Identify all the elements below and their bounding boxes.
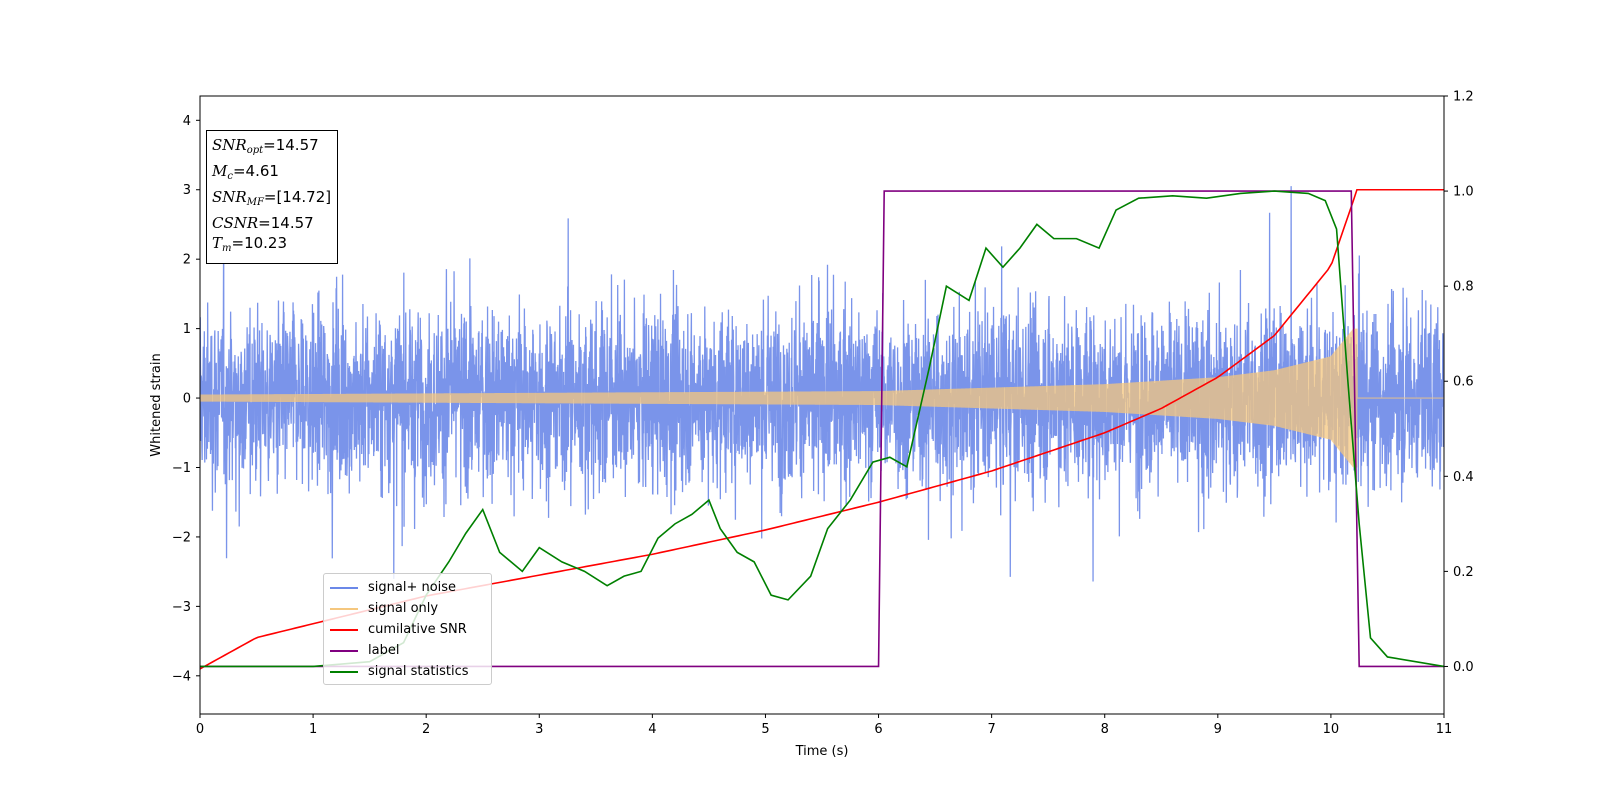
x-tick-label: 6 (874, 722, 882, 737)
legend-label: signal statistics (368, 664, 469, 679)
plot-frame (199, 95, 1445, 715)
y-left-tick-label: 1 (183, 322, 191, 337)
legend-swatch (330, 670, 358, 673)
legend-label: cumilative SNR (368, 622, 467, 637)
stats-annotation-line: SNRopt=14.57 (212, 136, 319, 156)
y-left-tick-label: −4 (172, 669, 191, 684)
legend-entry: label (330, 640, 485, 661)
x-tick-label: 7 (987, 722, 995, 737)
y-right-tick-label: 0.2 (1453, 565, 1474, 580)
y-left-tick-label: −3 (172, 600, 191, 615)
y-right-tick-label: 0.6 (1453, 375, 1474, 390)
y-right-tick-label: 0.4 (1453, 470, 1474, 485)
series-signal-statistics-line (200, 190, 1444, 668)
legend-swatch (330, 628, 358, 631)
legend-entry: signal+ noise (330, 577, 485, 598)
x-tick-label: 1 (309, 722, 317, 737)
x-tick-label: 10 (1323, 722, 1340, 737)
legend: signal+ noise signal only cumilative SNR la… (323, 573, 492, 685)
y-right-tick-label: 0.0 (1453, 660, 1474, 675)
axes: 0 1 2 3 4 5 6 7 8 9 10 11 −4 −3 −2 −1 0 1 2 3 4 0.0 0.2 0.4 0.6 0… (172, 90, 1474, 738)
y-axis-label: Whitened strain (149, 353, 164, 456)
legend-entry: cumilative SNR (330, 619, 485, 640)
legend-label: label (368, 643, 400, 658)
stats-annotation-line: Mc=4.61 (212, 162, 279, 182)
x-axis-label: Time (s) (795, 744, 849, 759)
legend-entry: signal only (330, 598, 485, 619)
y-left-tick-label: 2 (183, 253, 191, 268)
y-left-tick-label: −1 (172, 461, 191, 476)
y-left-tick-label: 0 (183, 392, 191, 407)
x-tick-label: 4 (648, 722, 656, 737)
y-left-tick-label: 3 (183, 183, 191, 198)
legend-label: signal only (368, 601, 439, 616)
y-left-tick-label: 4 (183, 114, 191, 129)
legend-label: signal+ noise (368, 580, 457, 595)
x-tick-label: 5 (761, 722, 769, 737)
y-right-tick-label: 1.0 (1453, 185, 1474, 200)
stats-annotation-line: Tm=10.23 (212, 234, 288, 254)
y-right-tick-label: 1.2 (1453, 90, 1474, 105)
legend-swatch (330, 649, 358, 652)
series-signal-only-line (200, 328, 1444, 468)
x-tick-label: 11 (1436, 722, 1453, 737)
x-tick-label: 3 (535, 722, 543, 737)
y-right-tick-label: 0.8 (1453, 280, 1474, 295)
legend-swatch (330, 586, 358, 589)
y-left-tick-label: −2 (172, 530, 191, 545)
x-tick-label: 9 (1214, 722, 1222, 737)
stats-annotation-line: SNRMF=[14.72] (212, 188, 332, 208)
legend-entry: signal statistics (330, 661, 485, 682)
x-tick-label: 0 (196, 722, 204, 737)
x-tick-label: 8 (1101, 722, 1109, 737)
stats-annotation-line: CSNR=14.57 (212, 214, 314, 232)
legend-swatch (330, 607, 358, 610)
x-tick-label: 2 (422, 722, 430, 737)
series-label-line (200, 190, 1444, 668)
stats-annotation-box: SNRopt=14.57 Mc=4.61 SNRMF=[14.72] CSNR=14.… (206, 130, 339, 264)
